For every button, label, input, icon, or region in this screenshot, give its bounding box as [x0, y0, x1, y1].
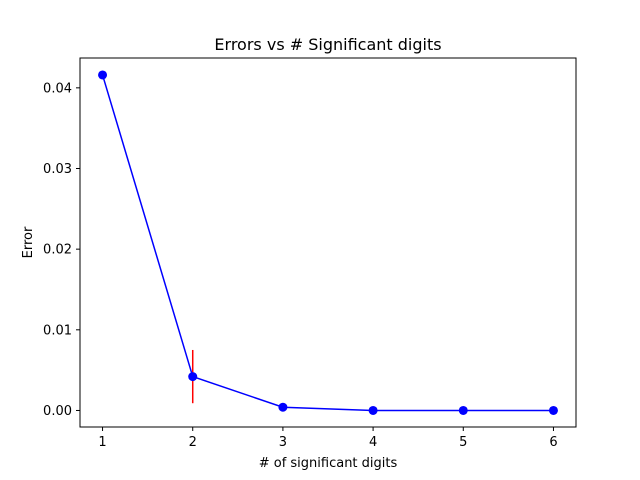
y-tick-label: 0.00	[43, 404, 72, 419]
data-point	[368, 405, 378, 415]
x-axis: 1 2 3 4 5 6	[98, 427, 558, 450]
y-tick-label: 0.04	[43, 81, 72, 96]
x-tick-label: 3	[279, 435, 287, 450]
x-tick-label: 2	[189, 435, 197, 450]
chart-marks	[98, 70, 558, 415]
x-tick-label: 5	[459, 435, 467, 450]
y-axis-title: Error	[21, 226, 36, 258]
data-point	[188, 372, 198, 382]
data-point	[98, 70, 108, 80]
y-axis: 0.00 0.01 0.02 0.03 0.04	[43, 81, 80, 419]
data-point	[278, 402, 288, 412]
data-point	[548, 405, 558, 415]
y-tick-label: 0.01	[43, 323, 72, 338]
data-point	[458, 405, 468, 415]
plot-frame	[79, 57, 577, 428]
plot-area	[80, 58, 576, 427]
y-tick-label: 0.03	[43, 162, 72, 177]
chart-title: Errors vs # Significant digits	[214, 35, 441, 54]
y-tick-label: 0.02	[43, 243, 72, 258]
x-tick-label: 6	[549, 435, 557, 450]
x-tick-label: 1	[98, 435, 106, 450]
x-axis-title: # of significant digits	[259, 456, 398, 471]
x-tick-label: 4	[369, 435, 377, 450]
series-line	[101, 74, 554, 412]
